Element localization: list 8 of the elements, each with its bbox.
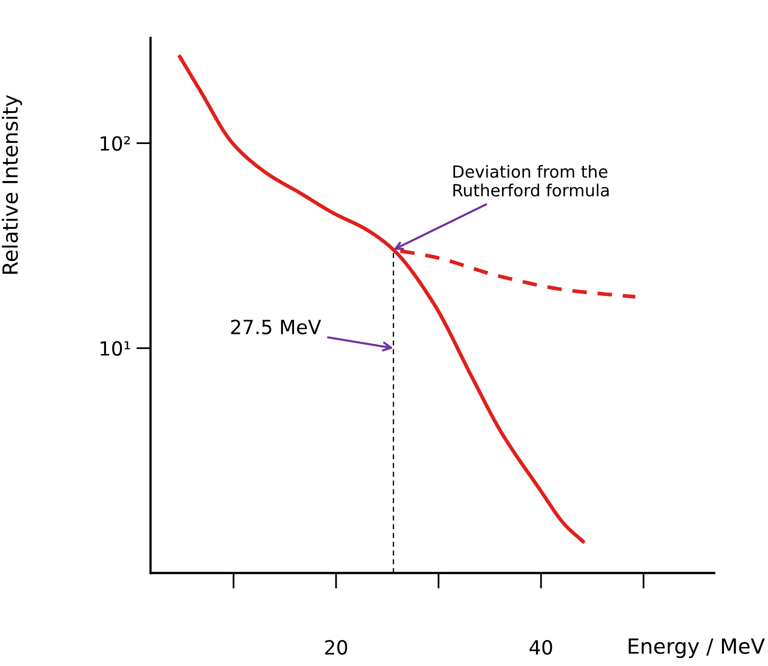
y-axis-title: Relative Intensity [2,95,22,274]
annotation: 27.5 MeV [231,320,322,334]
annotation: Deviation from the Rutherford formula [453,164,609,197]
x-axis-title: Energy / MeV [628,638,765,658]
x-tick-label: 40 [530,640,552,655]
y-tick-label: 10² [100,136,130,151]
x-tick-label: 20 [325,640,348,655]
y-tick-label: 10¹ [100,341,130,356]
